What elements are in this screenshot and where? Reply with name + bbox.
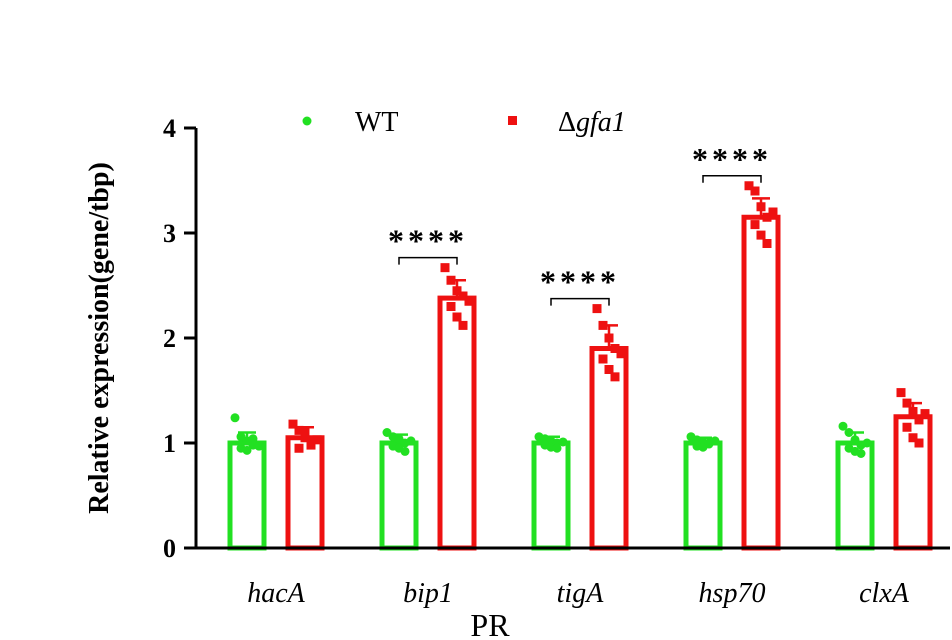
data-point: [768, 207, 778, 217]
y-axis-ticks: 0 1 2 3 4: [163, 114, 196, 563]
y-axis-label: Relative expression(gene/tbp): [84, 162, 115, 514]
legend-gfa1-prefix: Δ: [558, 107, 576, 138]
data-points: [230, 181, 930, 458]
y-tick-label: 2: [163, 324, 176, 353]
data-point: [558, 437, 568, 447]
data-point: [446, 275, 456, 285]
bar: [589, 346, 629, 551]
data-point: [850, 435, 860, 445]
data-point: [400, 446, 410, 456]
data-point: [908, 407, 918, 416]
bar: [835, 440, 875, 551]
data-point: [598, 320, 608, 330]
data-point: [610, 372, 620, 382]
data-point: [610, 344, 620, 353]
data-point: [762, 212, 772, 222]
significance-label: ****: [388, 223, 468, 259]
data-point: [604, 365, 614, 374]
bar: [437, 295, 477, 551]
data-point: [862, 438, 872, 448]
data-point: [300, 433, 310, 443]
data-point: [242, 445, 252, 455]
bar: [531, 440, 571, 551]
y-tick-label: 1: [163, 429, 176, 458]
data-point: [458, 320, 468, 330]
data-point: [902, 398, 912, 408]
x-category-label: clxA: [859, 578, 910, 609]
bar: [741, 214, 781, 551]
data-point: [598, 354, 608, 364]
significance-bracket: [398, 256, 458, 265]
x-category-label: tigA: [557, 578, 605, 609]
data-point: [288, 419, 298, 429]
data-point: [294, 425, 304, 435]
legend: WT Δgfa1: [302, 107, 626, 138]
data-point: [604, 333, 614, 343]
significance-label: ****: [540, 264, 620, 300]
legend-wt-label: WT: [355, 107, 399, 138]
data-point: [762, 239, 772, 248]
data-point: [844, 428, 854, 437]
y-tick-label: 0: [163, 534, 176, 563]
bar: [683, 440, 723, 551]
data-point: [552, 443, 562, 453]
data-point: [452, 312, 462, 322]
data-point: [856, 449, 866, 458]
data-point: [254, 441, 264, 451]
significance-label: ****: [692, 141, 772, 177]
data-point: [312, 435, 322, 445]
data-point: [458, 291, 468, 301]
data-point: [230, 413, 240, 423]
bars: [227, 197, 933, 551]
x-axis-categories: hacA bip1 tigA hsp70 clxA: [247, 578, 910, 609]
x-category-label: bip1: [403, 578, 453, 609]
data-point: [914, 415, 924, 425]
bar: [285, 435, 325, 551]
data-point: [248, 434, 258, 444]
bar: [227, 440, 267, 551]
significance-bracket: [550, 297, 610, 306]
x-category-label: hacA: [247, 578, 305, 609]
data-point: [750, 186, 760, 196]
data-point: [306, 440, 316, 450]
legend-gfa1-italic: gfa1: [576, 107, 626, 138]
data-point: [902, 422, 912, 432]
data-point: [446, 302, 456, 311]
data-point: [452, 286, 462, 296]
data-point: [756, 230, 766, 240]
data-point: [920, 409, 930, 419]
y-tick-label: 3: [163, 219, 176, 248]
legend-gfa1-marker: [508, 116, 517, 125]
significance-annotations: **** **** ****: [388, 141, 772, 306]
data-point: [908, 433, 918, 443]
legend-wt-marker: [302, 116, 312, 126]
data-point: [440, 263, 450, 273]
data-point: [744, 181, 754, 191]
data-point: [896, 388, 906, 398]
bar: [379, 440, 419, 551]
y-tick-label: 4: [163, 114, 176, 143]
x-axis-label: PR: [470, 607, 510, 640]
data-point: [616, 349, 626, 359]
data-point: [592, 304, 602, 314]
data-point: [838, 421, 848, 431]
data-point: [300, 428, 310, 437]
data-point: [756, 202, 766, 212]
significance-bracket: [702, 175, 762, 183]
data-point: [294, 443, 304, 453]
data-point: [406, 436, 416, 446]
data-point: [750, 220, 760, 230]
data-point: [710, 436, 720, 446]
legend-gfa1-label: Δgfa1: [558, 107, 626, 138]
data-point: [914, 438, 924, 448]
data-point: [464, 296, 474, 306]
x-category-label: hsp70: [699, 578, 766, 609]
